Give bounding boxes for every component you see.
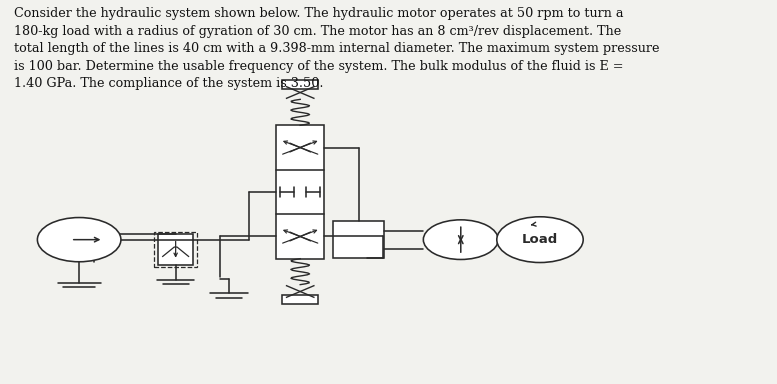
Bar (154, 232, 197, 268)
Text: Load: Load (522, 233, 558, 246)
Circle shape (497, 217, 584, 263)
Bar (277, 125, 324, 259)
Bar (282, 295, 319, 304)
Circle shape (37, 218, 121, 262)
Bar (282, 80, 319, 89)
Text: Consider the hydraulic system shown below. The hydraulic motor operates at 50 rp: Consider the hydraulic system shown belo… (14, 7, 660, 90)
Bar (333, 221, 385, 258)
Circle shape (423, 220, 498, 260)
Bar (159, 234, 193, 265)
